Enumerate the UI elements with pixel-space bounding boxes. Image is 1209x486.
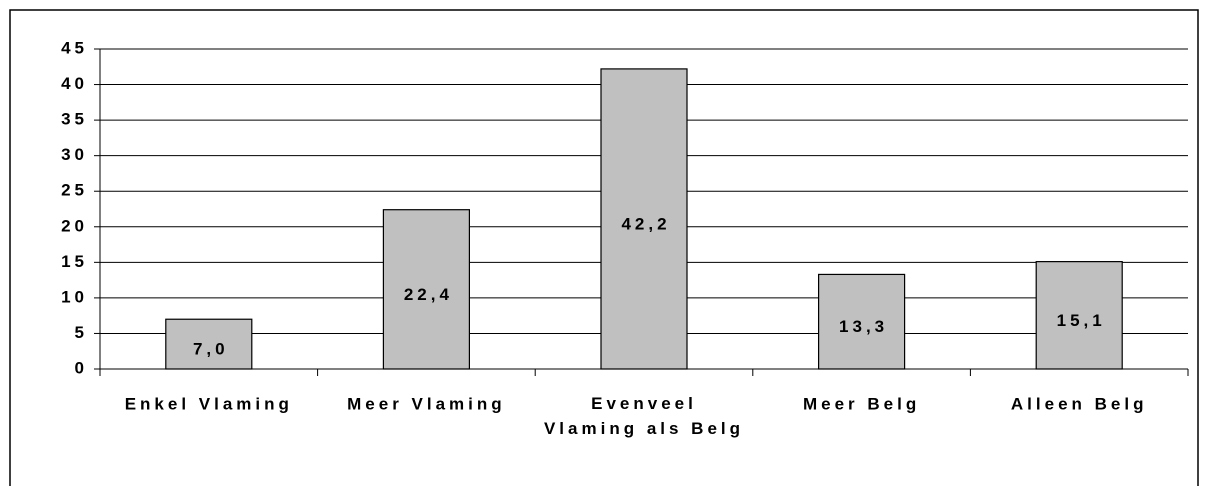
bar [165, 318, 253, 370]
x-tick-label: Meer Belg [803, 394, 920, 413]
bar [1035, 261, 1123, 370]
y-tick-label: 35 [61, 110, 88, 129]
value-label: 22,4 [404, 285, 453, 304]
x-tick-label-line: Vlaming als Belg [544, 419, 744, 438]
y-tick-label: 30 [61, 145, 88, 164]
bar [600, 68, 688, 370]
x-tick-label: Meer Vlaming [347, 394, 506, 413]
value-label: 13,3 [839, 317, 888, 336]
y-tick-label: 10 [61, 287, 88, 306]
bar [817, 273, 906, 370]
x-tick-label: Enkel Vlaming [125, 394, 293, 413]
y-tick-label: 0 [75, 358, 88, 377]
value-label: 15,1 [1057, 311, 1106, 330]
chart-border [9, 9, 1199, 486]
y-tick-label: 20 [61, 216, 88, 235]
value-label: 42,2 [621, 214, 670, 233]
y-tick-label: 40 [61, 74, 88, 93]
y-tick-label: 25 [61, 181, 88, 200]
x-tick-label-line: Evenveel [591, 394, 697, 413]
y-tick-label: 15 [61, 252, 88, 271]
value-label: 7,0 [193, 340, 229, 359]
x-tick-label: Evenveel Vlaming als Belg [544, 394, 744, 438]
y-tick-label: 5 [75, 323, 88, 342]
y-tick-label: 45 [61, 38, 88, 57]
x-tick-label: Alleen Belg [1011, 394, 1148, 413]
